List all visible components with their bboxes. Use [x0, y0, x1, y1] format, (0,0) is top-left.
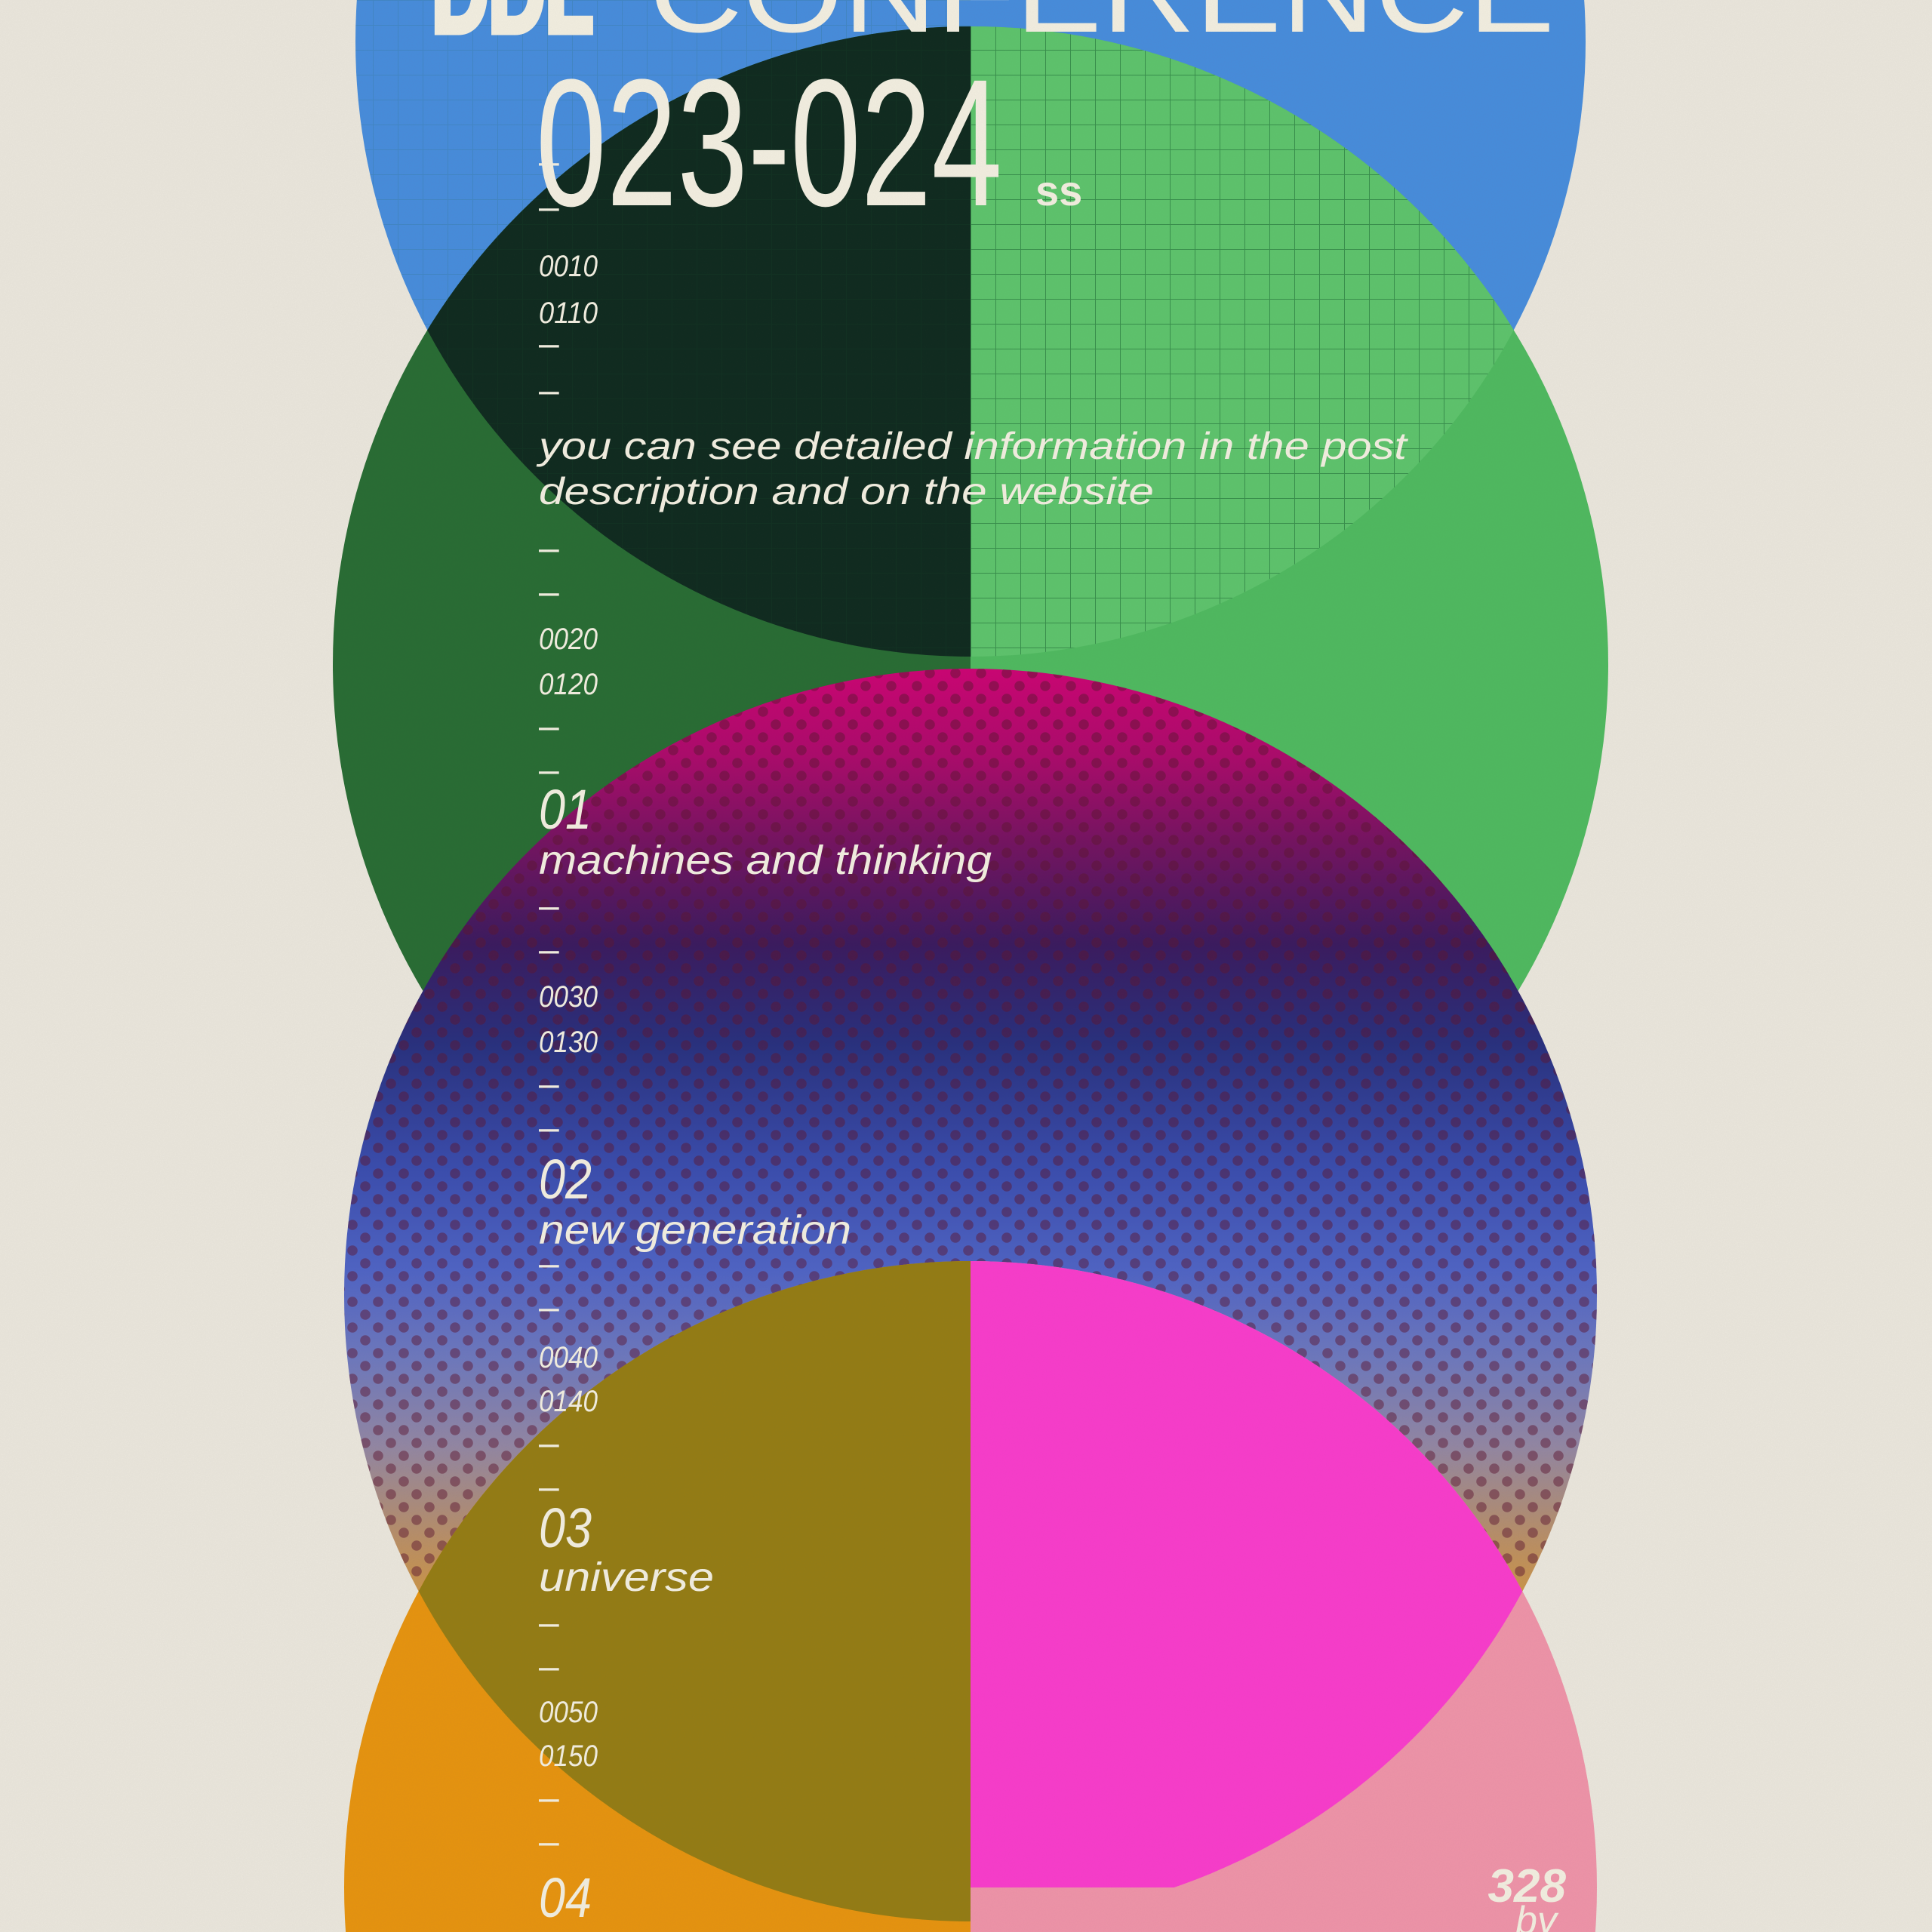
- paper-grain-overlay: [0, 0, 1932, 1932]
- poster-canvas: DDL CONFERENCE 023-024 ss you can see de…: [0, 0, 1932, 1932]
- poster-art: DDL CONFERENCE 023-024 ss you can see de…: [0, 0, 1932, 1932]
